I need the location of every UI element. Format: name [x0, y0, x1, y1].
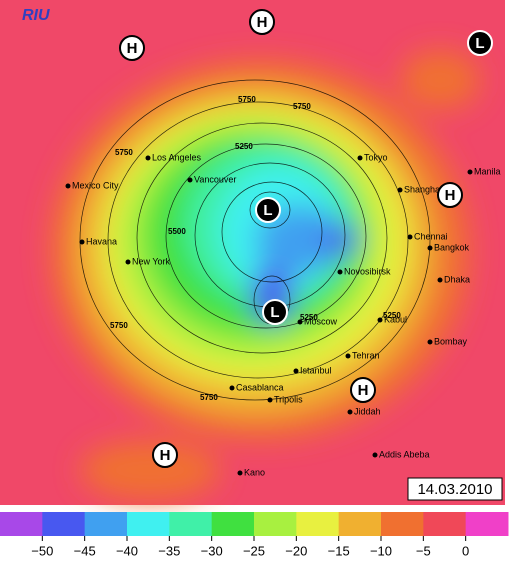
- contour-label: 5750: [110, 321, 128, 330]
- color-swatch: [169, 512, 213, 536]
- city-label: Addis Abeba: [379, 449, 430, 459]
- city-label: Casablanca: [236, 382, 284, 392]
- colorbar: −50 −45 −40 −35 −30 −25 −20 −15 −10 −5 0: [0, 512, 509, 558]
- pressure-center-label: L: [270, 304, 279, 321]
- city-dot: [347, 409, 353, 415]
- contour-label: 5750: [115, 148, 133, 157]
- city-dot: [427, 245, 433, 251]
- city-label: Bangkok: [434, 242, 470, 252]
- city-dot: [345, 353, 351, 359]
- color-swatch: [423, 512, 467, 536]
- city-dot: [427, 339, 433, 345]
- colorbar-label: −20: [285, 543, 307, 558]
- city-dot: [437, 277, 443, 283]
- contour-label: 5250: [383, 311, 401, 320]
- city-dot: [377, 317, 383, 323]
- city-label: Los Angeles: [152, 152, 202, 162]
- field: [0, 0, 505, 505]
- color-swatch: [338, 512, 382, 536]
- city-label: Bombay: [434, 336, 468, 346]
- pressure-center-label: H: [445, 187, 456, 204]
- city-label: Shanghai: [404, 184, 442, 194]
- city-label: Chennai: [414, 231, 448, 241]
- city-label: Mexico City: [72, 180, 119, 190]
- logo: RIU: [22, 7, 50, 24]
- pressure-center: [467, 30, 493, 56]
- city-label: Vancouver: [194, 174, 236, 184]
- city-dot: [297, 319, 303, 325]
- pressure-center-label: H: [127, 40, 138, 57]
- city-dot: [293, 368, 299, 374]
- color-swatch: [42, 512, 86, 536]
- colorbar-label: −45: [74, 543, 96, 558]
- contour-label: 5250: [235, 142, 253, 151]
- pressure-center: [119, 35, 145, 61]
- pressure-center: [152, 442, 178, 468]
- pressure-center-label: H: [257, 14, 268, 31]
- colorbar-label: −30: [201, 543, 223, 558]
- colorbar-label: 0: [462, 543, 469, 558]
- color-swatch: [296, 512, 340, 536]
- pressure-center: [249, 9, 275, 35]
- city-dot: [145, 155, 151, 161]
- pressure-center-label: L: [263, 202, 272, 219]
- colorbar-label: −5: [416, 543, 431, 558]
- contour-label: 5750: [200, 393, 218, 402]
- city-label: Novosibirsk: [344, 266, 391, 276]
- color-swatch: [127, 512, 170, 536]
- pressure-center: [437, 182, 463, 208]
- color-swatch: [211, 512, 255, 536]
- city-dot: [237, 470, 243, 476]
- city-dot: [229, 385, 235, 391]
- colorbar-label: −15: [328, 543, 350, 558]
- city-dot: [65, 183, 71, 189]
- city-label: Dhaka: [444, 274, 470, 284]
- city-dot: [397, 187, 403, 193]
- city-label: Istanbul: [300, 365, 332, 375]
- city-dot: [357, 155, 363, 161]
- pressure-center-label: H: [160, 447, 171, 464]
- pressure-center-label: H: [358, 382, 369, 399]
- city-label: Kano: [244, 467, 265, 477]
- city-label: Tehran: [352, 350, 380, 360]
- colorbar-label: −40: [116, 543, 138, 558]
- city-label: Havana: [86, 236, 117, 246]
- city-dot: [267, 397, 273, 403]
- date: 14.03.2010: [417, 481, 492, 498]
- color-swatch: [254, 512, 297, 536]
- city-dot: [407, 234, 413, 240]
- city-label: Manila: [474, 166, 501, 176]
- contour-label: 5750: [238, 95, 256, 104]
- city-label: Moscow: [304, 316, 338, 326]
- city-dot: [125, 259, 131, 265]
- contour-label: 5750: [293, 102, 311, 111]
- pressure-center: [262, 299, 288, 325]
- color-swatch: [465, 512, 509, 536]
- city-dot: [337, 269, 343, 275]
- pressure-center: [255, 197, 281, 223]
- colorbar-label: −50: [31, 543, 53, 558]
- city-dot: [467, 169, 473, 175]
- pressure-center-label: L: [475, 35, 484, 52]
- contour-label: 5250: [300, 313, 318, 322]
- city-label: Kabul: [384, 314, 407, 324]
- city-dot: [187, 177, 193, 183]
- pressure-center: [350, 377, 376, 403]
- colorbar-label: −25: [243, 543, 265, 558]
- labels: Tokyo Los Angeles Vancouver Mexico City Hava…: [65, 9, 501, 477]
- color-swatch: [84, 512, 128, 536]
- colorbar-label: −35: [158, 543, 180, 558]
- color-swatch: [381, 512, 424, 536]
- city-label: New York: [132, 256, 171, 266]
- city-label: Tripolis: [274, 394, 303, 404]
- colorbar-label: −10: [370, 543, 392, 558]
- city-label: Jiddah: [354, 406, 381, 416]
- color-swatch: [0, 512, 43, 536]
- contour-label: 5500: [168, 227, 186, 236]
- city-label: Tokyo: [364, 152, 388, 162]
- city-dot: [372, 452, 378, 458]
- city-dot: [79, 239, 85, 245]
